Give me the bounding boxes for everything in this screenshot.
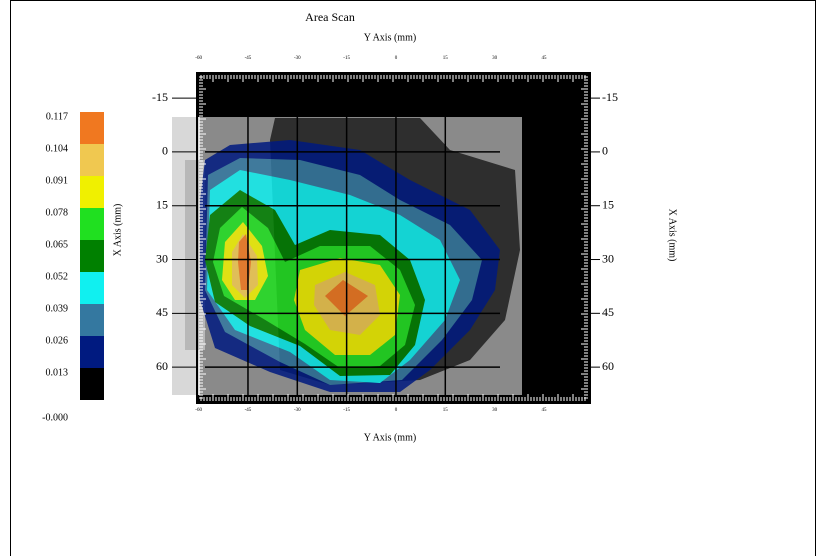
x-tick-label: -30 — [294, 408, 301, 413]
contours — [200, 140, 500, 392]
y-tick-label: 0 — [162, 144, 168, 158]
colorbar-segment — [80, 240, 104, 272]
y-axis-label: X Axis (mm) — [112, 204, 123, 257]
colorbar-label: 0.052 — [46, 271, 69, 282]
x-tick-label-top: -30 — [294, 56, 301, 61]
x-tick-label: 30 — [492, 408, 498, 413]
colorbar-label: 0.013 — [46, 367, 69, 378]
x-tick-label-top: 15 — [443, 56, 449, 61]
colorbar-label: 0.091 — [46, 175, 69, 186]
x-tick-label: -45 — [245, 408, 252, 413]
chart-title: Area Scan — [305, 10, 355, 24]
y2-tick-label: 15 — [602, 197, 614, 211]
colorbar-label: -0.000 — [42, 412, 68, 423]
colorbar-segment — [80, 208, 104, 240]
y2-tick-label: 60 — [602, 359, 614, 373]
x-tick-label-top: 45 — [541, 56, 547, 61]
overlay: -60 -60 -45 -45 -30 -30 -15 -15 0 0 15 15 30 30 45 45 -1… — [152, 56, 618, 413]
ruler-border — [196, 72, 591, 404]
colorbar-segment — [80, 336, 104, 368]
y-tick-label: 60 — [156, 359, 168, 373]
colorbar-label: 0.117 — [46, 111, 68, 122]
ruler-frame — [196, 72, 591, 404]
colorbar-segment — [80, 272, 104, 304]
colorbar-label: 0.039 — [46, 303, 69, 314]
colorbar-segment — [80, 112, 104, 144]
x-tick-label-top: 0 — [395, 56, 398, 61]
colorbar-segment — [80, 304, 104, 336]
x-tick-label: 15 — [443, 408, 449, 413]
x-tick-label-top: -15 — [343, 56, 350, 61]
y2-axis-label: X Axis (mm) — [667, 209, 678, 262]
y2-tick-label: -15 — [602, 90, 618, 104]
x-tick-label-top: 30 — [492, 56, 498, 61]
x-tick-label: 0 — [395, 408, 398, 413]
x-tick-label: 45 — [541, 408, 547, 413]
y2-tick-label: 30 — [602, 251, 614, 265]
x-tick-label-top: -60 — [195, 56, 202, 61]
y-tick-label: 45 — [156, 305, 168, 319]
colorbar-segment — [80, 368, 104, 400]
colorbar-segment — [80, 176, 104, 208]
y-tick-label: -15 — [152, 90, 168, 104]
colorbar-label: 0.078 — [46, 207, 69, 218]
colorbar-segment — [80, 144, 104, 176]
colorbar-label: 0.026 — [46, 335, 69, 346]
x-tick-label: -15 — [343, 408, 350, 413]
y-tick-label: 15 — [156, 197, 168, 211]
x-tick-label: -60 — [195, 408, 202, 413]
y-tick-label: 30 — [156, 251, 168, 265]
y2-tick-label: 45 — [602, 305, 614, 319]
colorbar-label: 0.065 — [46, 239, 69, 250]
x-axis-label-top: Y Axis (mm) — [364, 32, 416, 43]
x-tick-label-top: -45 — [245, 56, 252, 61]
colorbar-label: 0.104 — [46, 143, 69, 154]
y2-tick-label: 0 — [602, 144, 608, 158]
x-axis-label: Y Axis (mm) — [364, 432, 416, 443]
